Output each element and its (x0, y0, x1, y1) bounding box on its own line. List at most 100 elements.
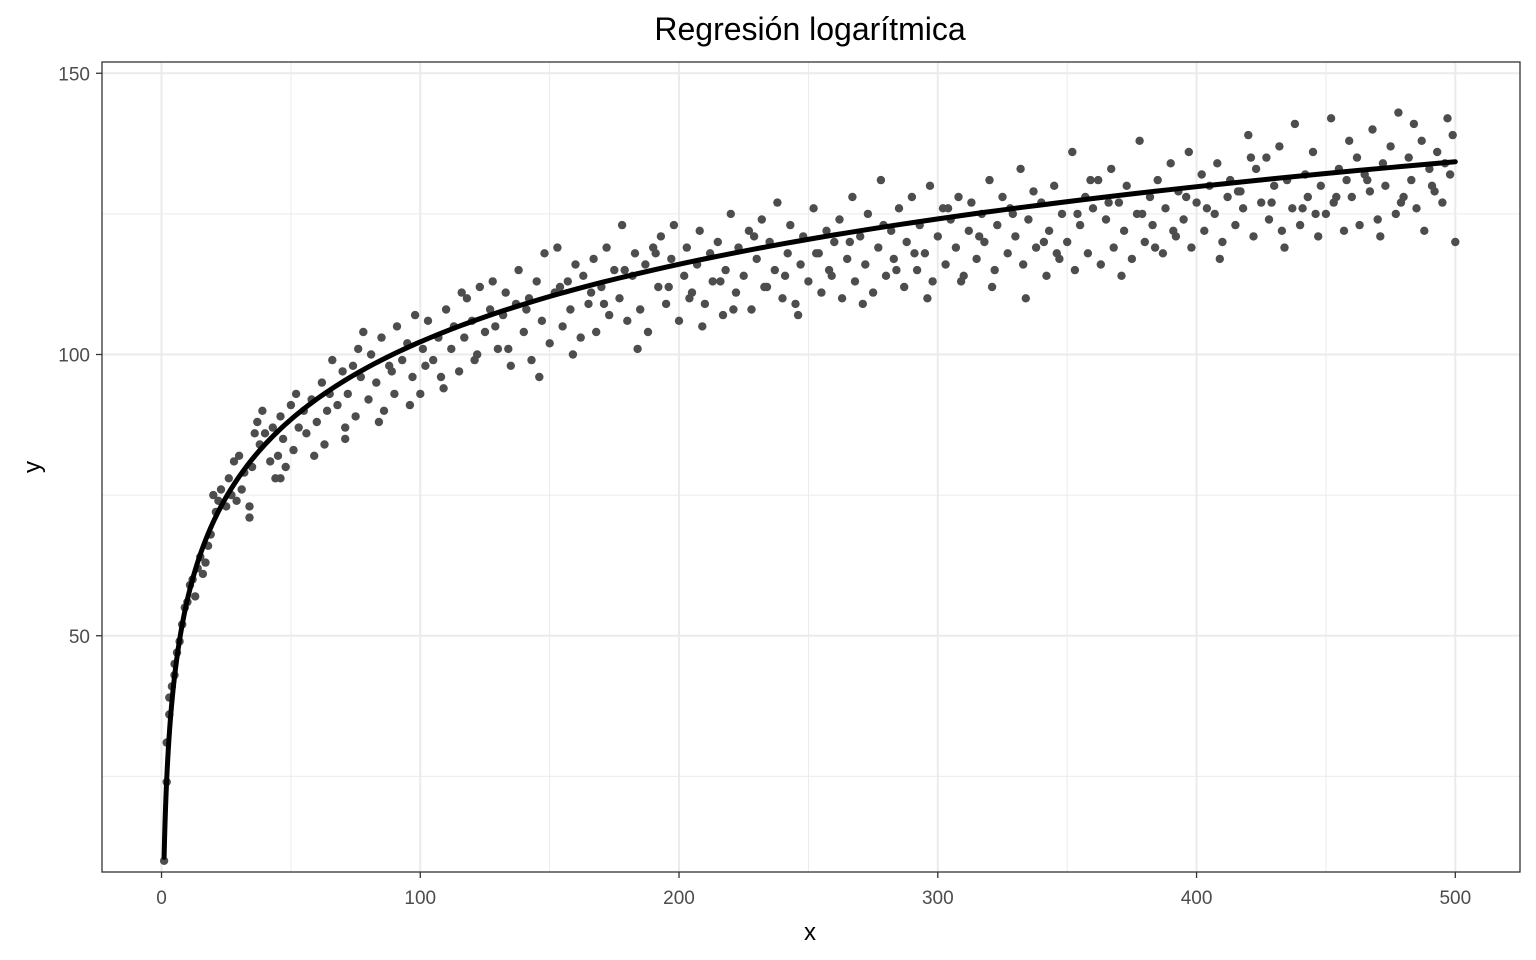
data-point (506, 361, 515, 370)
data-point (1187, 243, 1196, 252)
data-point (201, 558, 210, 567)
data-point (398, 355, 407, 365)
data-point (780, 271, 790, 280)
data-point (912, 265, 922, 275)
data-point (224, 474, 233, 483)
data-point (1316, 181, 1326, 190)
data-point (558, 322, 567, 331)
data-point (1427, 181, 1437, 190)
data-point (364, 395, 373, 404)
data-point (980, 237, 989, 247)
data-point (328, 355, 337, 365)
data-point (1262, 153, 1271, 162)
data-point (925, 181, 935, 190)
data-point (1264, 215, 1274, 224)
data-point (234, 451, 244, 460)
data-point (941, 260, 950, 269)
data-point (1008, 209, 1017, 219)
data-point (416, 389, 425, 399)
data-point (1321, 209, 1331, 219)
data-point (372, 378, 381, 387)
data-point (1200, 226, 1209, 235)
data-point (501, 288, 510, 297)
data-point (1303, 192, 1313, 202)
data-point (281, 462, 290, 472)
data-point (1210, 209, 1219, 219)
y-tick-label: 50 (69, 627, 90, 648)
data-point (343, 389, 352, 399)
data-point (783, 249, 792, 258)
data-point (418, 344, 428, 354)
data-point (641, 260, 650, 269)
data-point (830, 237, 839, 247)
data-point (576, 333, 585, 342)
data-point (1158, 249, 1168, 258)
data-point (563, 277, 572, 286)
data-point (726, 209, 735, 219)
data-point (956, 277, 966, 286)
data-point (1114, 198, 1124, 207)
data-point (566, 305, 575, 314)
data-point (636, 305, 645, 314)
data-point (822, 226, 831, 235)
data-point (1352, 153, 1362, 162)
data-point (1050, 181, 1059, 190)
data-point (1417, 136, 1426, 145)
data-point (1420, 226, 1429, 235)
data-point (1298, 204, 1307, 213)
data-point (1161, 204, 1170, 213)
data-point (695, 226, 704, 235)
data-point (1119, 226, 1129, 235)
data-point (1153, 175, 1162, 185)
data-point (475, 282, 484, 292)
data-point (1218, 237, 1227, 247)
data-point (721, 265, 730, 275)
data-point (374, 417, 384, 427)
data-point (286, 400, 296, 410)
data-point (1052, 249, 1062, 258)
data-point (1378, 159, 1388, 168)
x-tick-label: 200 (663, 888, 695, 909)
chart-title: Regresión logarítmica (654, 11, 965, 47)
data-point (1409, 119, 1419, 129)
data-point (786, 220, 795, 230)
data-point (410, 310, 420, 320)
data-point (586, 288, 596, 297)
data-point (1231, 220, 1240, 230)
data-point (967, 198, 976, 207)
data-point (568, 350, 578, 359)
data-point (1433, 147, 1442, 157)
data-point (1192, 198, 1201, 207)
data-point (1073, 209, 1082, 219)
fit-line (161, 159, 1458, 860)
data-point (294, 423, 303, 432)
data-point (951, 243, 961, 252)
x-tick-label: 300 (922, 888, 954, 909)
data-point (1233, 187, 1243, 196)
data-point (685, 294, 694, 303)
data-point (1184, 147, 1194, 157)
data-point (405, 400, 415, 410)
data-point (923, 294, 932, 303)
data-point (1029, 187, 1038, 196)
data-point (421, 361, 430, 370)
data-point (713, 237, 722, 247)
data-point (814, 249, 823, 258)
data-point (793, 310, 803, 320)
data-point (651, 249, 660, 258)
data-point (874, 243, 883, 252)
data-point (1311, 209, 1320, 219)
data-point (317, 378, 327, 387)
data-point (1088, 204, 1098, 213)
data-point (268, 423, 277, 432)
data-point (1101, 215, 1111, 224)
data-point (191, 592, 200, 601)
data-point (1031, 243, 1041, 252)
data-point (553, 243, 562, 252)
data-point (669, 220, 679, 230)
data-point (837, 294, 847, 303)
data-point (664, 282, 673, 292)
data-point (320, 440, 329, 449)
data-point (809, 204, 818, 213)
